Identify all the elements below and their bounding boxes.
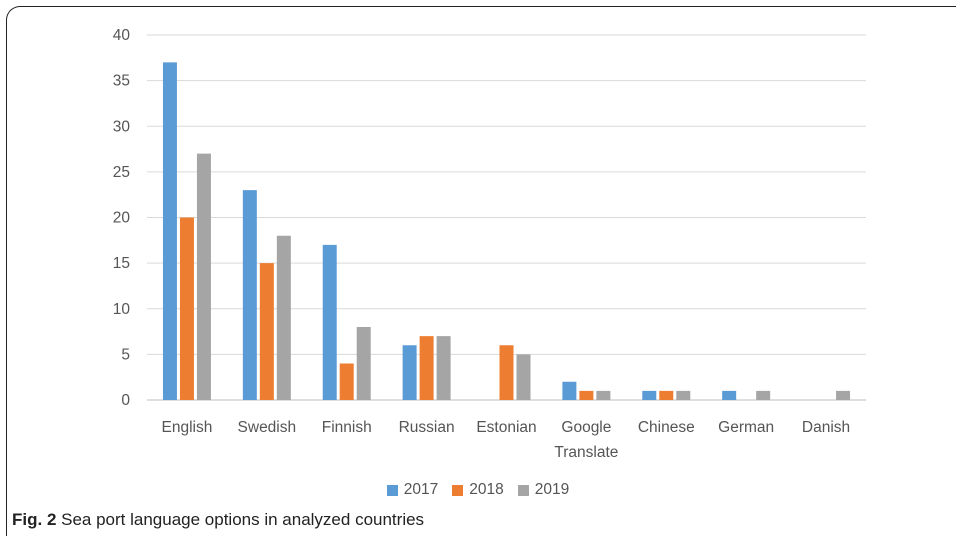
bar-2019-danish [836, 390, 851, 400]
y-tick-label: 15 [113, 255, 130, 272]
x-tick-label: Chinese [638, 419, 695, 436]
figure-frame [6, 6, 956, 536]
legend-label: 2019 [534, 481, 570, 498]
bar-2017-finnish [322, 244, 337, 400]
bar-2018-google-translate [579, 390, 594, 400]
bar-2018-swedish [259, 263, 274, 400]
bar-2018-chinese [659, 390, 674, 400]
y-tick-label: 20 [113, 210, 131, 227]
x-tick-label: Google Translate [554, 419, 618, 461]
bar-2017-swedish [242, 190, 257, 400]
x-tick-label: English [162, 419, 213, 436]
bar-2019-swedish [276, 235, 291, 400]
legend-swatch [517, 484, 529, 496]
bar-2019-german [756, 390, 771, 400]
y-axis-ticks: 0 5 10 15 20 25 30 35 40 [113, 27, 131, 409]
bar-2019-estonian [516, 354, 531, 400]
bar-2017-google-translate [562, 381, 577, 400]
y-tick-label: 0 [121, 392, 130, 409]
legend-label: 2017 [403, 481, 439, 498]
caption-label: Fig. 2 [12, 510, 57, 529]
bar-2019-russian [436, 336, 451, 400]
bar-2018-finnish [339, 363, 354, 400]
x-tick-label: Russian [399, 419, 455, 436]
y-tick-label: 30 [113, 118, 131, 135]
bar-2019-english [196, 153, 211, 400]
x-tick-label: German [718, 419, 774, 436]
bar-2018-russian [419, 336, 434, 400]
bar-2018-english [179, 217, 194, 400]
y-tick-label: 10 [113, 301, 131, 318]
y-tick-label: 40 [113, 27, 131, 44]
legend-swatch [452, 484, 464, 496]
x-tick-label: Estonian [476, 419, 536, 436]
bar-2019-chinese [676, 390, 691, 400]
y-tick-label: 25 [113, 164, 130, 181]
legend-swatch [386, 484, 398, 496]
bar-2018-estonian [499, 345, 514, 400]
y-tick-label: 35 [113, 73, 130, 90]
x-axis-ticks: English Swedish Finnish Russian Estonian Goog… [162, 419, 851, 461]
bar-2017-german [722, 390, 737, 400]
bars [162, 62, 851, 400]
y-tick-label: 5 [121, 346, 130, 363]
bar-chart: 0 5 10 15 20 25 30 35 40 English Swedish Finnish Ru… [113, 27, 866, 461]
legend-label: 2018 [469, 481, 504, 498]
figure-caption: Fig. 2 Sea port language options in anal… [12, 510, 424, 530]
bar-2017-chinese [642, 390, 657, 400]
legend: 2017 2018 2019 [0, 478, 956, 502]
legend-item: 2018 [452, 481, 504, 499]
bar-2017-english [162, 62, 177, 400]
bar-2019-google-translate [596, 390, 611, 400]
x-tick-label: Finnish [322, 419, 372, 436]
x-tick-label: Swedish [238, 419, 297, 436]
legend-item: 2017 [386, 481, 439, 499]
bar-2017-russian [402, 345, 417, 400]
bar-2019-finnish [356, 327, 371, 400]
legend-item: 2019 [517, 481, 570, 499]
x-tick-label: Danish [802, 419, 850, 436]
caption-text: Sea port language options in analyzed co… [56, 510, 425, 529]
